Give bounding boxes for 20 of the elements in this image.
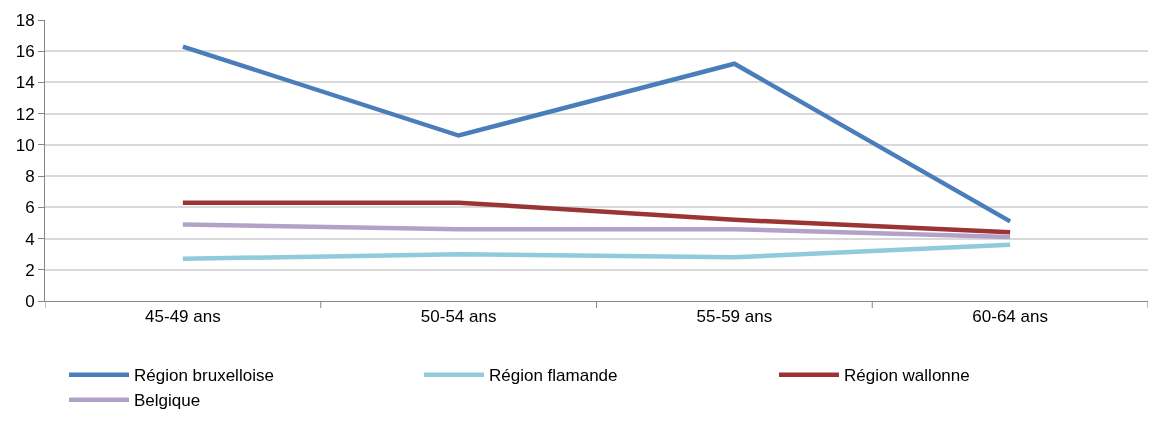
y-tick-label: 2 <box>25 260 35 280</box>
x-tick-label: 50-54 ans <box>420 307 497 327</box>
y-tick-label: 6 <box>25 198 35 218</box>
y-tick-label: 4 <box>25 229 35 249</box>
y-tick-label: 10 <box>15 135 35 155</box>
line-series <box>180 242 1013 262</box>
legend-label: Région flamande <box>489 366 618 386</box>
legend-label: Région bruxelloise <box>134 366 274 386</box>
legend-label: Région wallonne <box>844 366 970 386</box>
x-tick-label: 55-59 ans <box>696 307 773 327</box>
x-tick-label: 60-64 ans <box>972 307 1048 327</box>
y-tick-label: 12 <box>15 104 35 124</box>
legend-label: Belgique <box>134 391 201 411</box>
y-tick-label: 0 <box>25 291 35 311</box>
y-tick-label: 8 <box>25 167 35 187</box>
y-tick-label: 16 <box>15 42 35 62</box>
x-tick-label: 45-49 ans <box>145 307 221 327</box>
line-series <box>180 44 1013 224</box>
y-tick-label: 18 <box>15 10 35 30</box>
y-tick-label: 14 <box>15 73 35 93</box>
